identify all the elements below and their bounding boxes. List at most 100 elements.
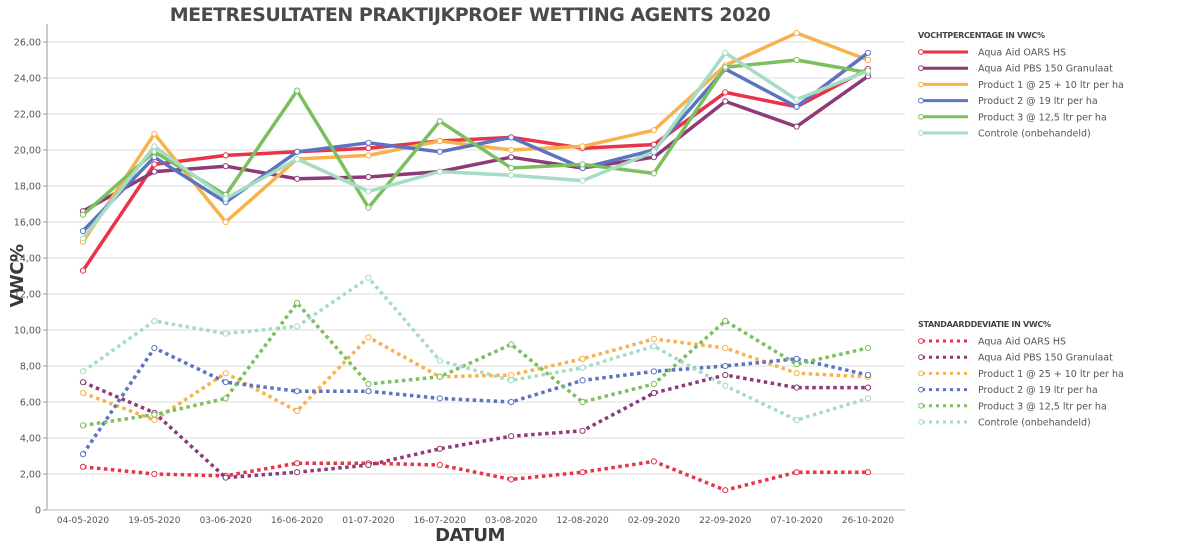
data-point[interactable] <box>650 148 658 155</box>
data-point[interactable] <box>222 152 229 159</box>
legend-item[interactable]: Product 2 @ 19 ltr per ha <box>918 385 1098 396</box>
data-point[interactable] <box>650 368 658 375</box>
data-point[interactable] <box>365 145 372 152</box>
legend-item[interactable]: Product 2 @ 19 ltr per ha <box>918 96 1098 107</box>
sd-line-controle-onbehandeld[interactable] <box>81 276 869 422</box>
data-point[interactable] <box>79 451 87 458</box>
data-point[interactable] <box>151 143 158 150</box>
data-point[interactable] <box>293 460 301 467</box>
data-point[interactable] <box>508 134 515 141</box>
data-point[interactable] <box>151 416 158 424</box>
data-point[interactable] <box>793 56 800 64</box>
data-point[interactable] <box>436 373 443 380</box>
legend-item[interactable]: Product 3 @ 12,5 ltr per ha <box>918 401 1107 412</box>
data-point[interactable] <box>365 188 372 195</box>
data-point[interactable] <box>293 323 301 330</box>
legend-item[interactable]: Aqua Aid OARS HS <box>918 48 1066 59</box>
data-point[interactable] <box>293 388 301 395</box>
sd-line-product-1-25-10-ltr-per-ha[interactable] <box>82 335 869 422</box>
data-point[interactable] <box>293 155 301 163</box>
data-point[interactable] <box>793 103 800 110</box>
data-point[interactable] <box>508 164 515 172</box>
data-point[interactable] <box>722 382 729 389</box>
data-point[interactable] <box>722 98 729 105</box>
data-point[interactable] <box>365 388 372 395</box>
data-point[interactable] <box>79 211 87 218</box>
data-point[interactable] <box>864 67 872 74</box>
data-point[interactable] <box>151 470 158 478</box>
data-point[interactable] <box>222 379 229 386</box>
legend-item[interactable]: Aqua Aid PBS 150 Granulaat <box>918 64 1114 75</box>
data-point[interactable] <box>722 362 729 370</box>
data-point[interactable] <box>222 195 229 202</box>
data-point[interactable] <box>365 274 372 281</box>
sd-line-product-2-19-ltr-per-ha[interactable] <box>81 346 869 456</box>
data-point[interactable] <box>508 476 515 483</box>
legend-item[interactable]: Aqua Aid PBS 150 Granulaat <box>918 353 1114 364</box>
data-point[interactable] <box>79 463 87 470</box>
data-point[interactable] <box>579 161 586 168</box>
data-point[interactable] <box>79 422 87 429</box>
data-point[interactable] <box>793 384 800 391</box>
data-point[interactable] <box>508 341 515 348</box>
data-point[interactable] <box>365 152 372 159</box>
data-point[interactable] <box>579 427 586 434</box>
vwc-line-aqua-aid-pbs-150-granulaat[interactable] <box>82 74 870 213</box>
data-point[interactable] <box>793 469 800 476</box>
data-point[interactable] <box>436 445 443 452</box>
data-point[interactable] <box>650 335 658 343</box>
data-point[interactable] <box>508 154 515 161</box>
data-point[interactable] <box>722 89 729 96</box>
data-point[interactable] <box>793 96 800 103</box>
sd-line-aqua-aid-pbs-150-granulaat[interactable] <box>82 373 868 480</box>
data-point[interactable] <box>579 398 586 406</box>
data-point[interactable] <box>579 355 586 362</box>
data-point[interactable] <box>293 87 301 94</box>
data-point[interactable] <box>508 371 515 379</box>
data-point[interactable] <box>151 130 158 137</box>
data-point[interactable] <box>222 395 229 402</box>
data-point[interactable] <box>79 368 87 375</box>
data-point[interactable] <box>864 56 872 64</box>
data-point[interactable] <box>864 371 872 379</box>
data-point[interactable] <box>436 168 443 175</box>
data-point[interactable] <box>79 379 87 386</box>
data-point[interactable] <box>151 317 158 325</box>
data-point[interactable] <box>436 461 443 469</box>
legend-item[interactable]: Product 1 @ 25 + 10 ltr per ha <box>918 369 1124 380</box>
data-point[interactable] <box>579 143 586 150</box>
data-point[interactable] <box>793 370 800 377</box>
data-point[interactable] <box>79 235 87 242</box>
data-point[interactable] <box>222 474 229 481</box>
data-point[interactable] <box>508 377 515 384</box>
data-point[interactable] <box>436 395 443 402</box>
data-point[interactable] <box>650 154 658 161</box>
data-point[interactable] <box>222 330 229 337</box>
data-point[interactable] <box>793 355 800 362</box>
data-point[interactable] <box>222 163 229 170</box>
data-point[interactable] <box>579 469 586 476</box>
data-point[interactable] <box>650 127 658 134</box>
data-point[interactable] <box>436 137 443 145</box>
data-point[interactable] <box>151 161 158 168</box>
data-point[interactable] <box>508 146 515 154</box>
data-point[interactable] <box>436 118 443 125</box>
data-point[interactable] <box>722 487 729 494</box>
data-point[interactable] <box>79 227 87 235</box>
legend-item[interactable]: Controle (onbehandeld) <box>918 418 1091 429</box>
data-point[interactable] <box>722 49 729 56</box>
data-point[interactable] <box>293 469 301 476</box>
data-point[interactable] <box>365 204 372 211</box>
data-point[interactable] <box>508 433 515 440</box>
data-point[interactable] <box>365 334 372 341</box>
data-point[interactable] <box>222 218 229 226</box>
data-point[interactable] <box>650 170 658 177</box>
data-point[interactable] <box>793 416 800 424</box>
data-point[interactable] <box>436 148 443 155</box>
data-point[interactable] <box>864 395 872 402</box>
data-point[interactable] <box>151 411 158 418</box>
data-point[interactable] <box>864 469 872 476</box>
legend-item[interactable]: Aqua Aid OARS HS <box>918 337 1066 348</box>
data-point[interactable] <box>650 343 658 350</box>
legend-item[interactable]: Product 1 @ 25 + 10 ltr per ha <box>918 80 1124 91</box>
